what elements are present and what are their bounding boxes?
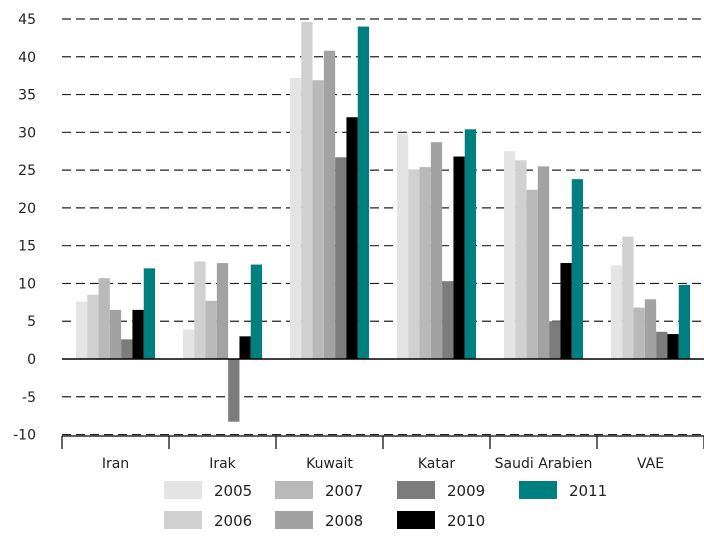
y-tick-label: 25: [18, 163, 36, 179]
legend-label-2007: 2007: [325, 482, 363, 500]
legend-swatch-2007: [275, 481, 313, 499]
bar-2011-vae: [678, 284, 691, 359]
y-tick-label: 30: [18, 125, 36, 141]
bar-2011-saudi-arabien: [571, 179, 584, 359]
bars: [75, 22, 691, 422]
category-label: VAE: [637, 456, 664, 472]
bar-2005-katar: [396, 133, 409, 359]
bar-2005-iran: [75, 301, 88, 359]
bar-2009-katar: [442, 281, 454, 359]
bar-2008-kuwait: [323, 50, 336, 359]
y-axis-tick-labels: 45 40 35 30 25 20 15 10 5 0 -5 -10: [13, 12, 36, 444]
bar-2011-katar: [464, 129, 477, 359]
bar-2007-vae: [633, 307, 645, 359]
bar-2006-irak: [194, 261, 206, 359]
bar-2010-irak: [239, 336, 251, 359]
gridlines: [62, 18, 704, 436]
y-tick-label: -5: [22, 390, 36, 406]
bar-2008-vae: [644, 299, 657, 359]
bar-2010-katar: [453, 156, 465, 359]
legend-swatch-2011: [519, 481, 557, 499]
bar-2008-katar: [430, 142, 443, 359]
legend-label-2008: 2008: [325, 512, 363, 530]
x-axis: [61, 358, 704, 449]
bar-2005-kuwait: [289, 77, 302, 359]
legend-label-2010: 2010: [447, 512, 485, 530]
category-label: Saudi Arabien: [495, 456, 593, 472]
y-tick-label: -10: [13, 428, 36, 444]
legend-swatch-2009: [397, 481, 435, 499]
category-label: Irak: [209, 456, 236, 472]
category-label: Kuwait: [306, 456, 353, 472]
bar-2005-irak: [182, 329, 195, 359]
bar-2006-iran: [87, 294, 99, 359]
y-tick-label: 10: [18, 276, 36, 292]
bar-2007-irak: [205, 300, 217, 359]
bar-2008-saudi-arabien: [537, 166, 550, 359]
bar-2009-saudi-arabien: [549, 321, 561, 359]
category-label: Iran: [102, 456, 129, 472]
bar-2009-irak: [228, 359, 240, 422]
bar-2006-saudi-arabien: [515, 160, 527, 359]
bar-2006-vae: [622, 236, 634, 359]
bar-2006-kuwait: [301, 22, 313, 360]
category-labels: Iran Irak Kuwait Katar Saudi Arabien VAE: [102, 456, 664, 472]
y-tick-label: 40: [18, 50, 36, 66]
bar-2007-iran: [98, 278, 110, 359]
bar-2009-iran: [121, 339, 133, 359]
legend-swatch-2008: [275, 511, 313, 529]
bar-2007-saudi-arabien: [526, 189, 538, 359]
y-tick-label: 20: [18, 201, 36, 217]
bar-2005-vae: [610, 265, 623, 359]
bar-2009-kuwait: [335, 157, 347, 359]
legend-label-2005: 2005: [214, 482, 252, 500]
bar-2011-iran: [143, 268, 156, 359]
bar-2011-irak: [250, 264, 263, 359]
bar-2010-iran: [132, 309, 144, 359]
y-tick-label: 0: [27, 352, 36, 368]
y-tick-label: 5: [27, 314, 36, 330]
category-label: Katar: [418, 456, 456, 472]
bar-2011-kuwait: [357, 26, 370, 360]
legend-label-2011: 2011: [569, 482, 607, 500]
y-tick-label: 15: [18, 239, 36, 255]
y-tick-label: 35: [18, 88, 36, 104]
bar-2010-saudi-arabien: [560, 263, 572, 359]
legend-label-2006: 2006: [214, 512, 252, 530]
bar-2007-kuwait: [312, 80, 324, 359]
bar-2010-kuwait: [346, 117, 358, 359]
legend-swatch-2010: [397, 511, 435, 529]
bar-2008-iran: [109, 309, 122, 359]
bar-2009-vae: [656, 331, 668, 359]
bar-2006-katar: [408, 169, 420, 359]
y-tick-label: 45: [18, 12, 36, 28]
bar-2010-vae: [667, 334, 679, 359]
bar-2007-katar: [419, 167, 431, 359]
legend-swatch-2006: [164, 511, 202, 529]
legend: 2005 2006 2007 2008 2009 2010 2011: [164, 481, 607, 530]
legend-swatch-2005: [164, 481, 202, 499]
bar-2005-saudi-arabien: [503, 151, 516, 359]
legend-label-2009: 2009: [447, 482, 485, 500]
bar-2008-irak: [216, 263, 229, 359]
